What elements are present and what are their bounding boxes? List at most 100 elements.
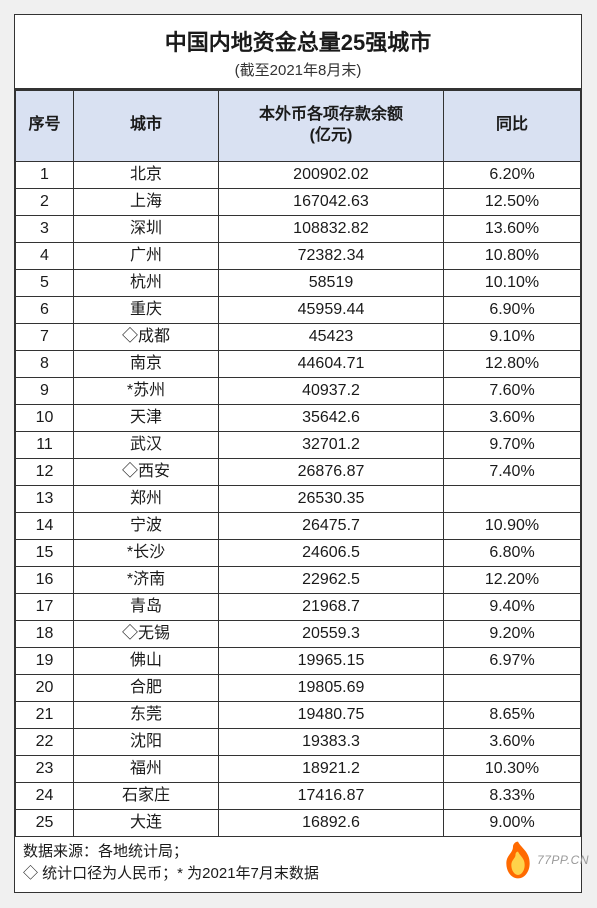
cell-yoy: 6.20% (444, 161, 581, 188)
cell-deposit: 19805.69 (219, 674, 444, 701)
cell-deposit: 18921.2 (219, 755, 444, 782)
cell-city: 深圳 (74, 215, 219, 242)
cell-rank: 1 (16, 161, 74, 188)
cell-yoy: 10.10% (444, 269, 581, 296)
table-row: 8南京44604.7112.80% (16, 350, 581, 377)
footer-notes: 数据来源：各地统计局； ◇ 统计口径为人民币；* 为2021年7月末数据 (15, 837, 581, 892)
cell-yoy: 3.60% (444, 728, 581, 755)
watermark-text: 77PP.CN (537, 853, 589, 867)
cell-city: 北京 (74, 161, 219, 188)
cell-deposit: 22962.5 (219, 566, 444, 593)
cell-deposit: 26475.7 (219, 512, 444, 539)
cell-rank: 12 (16, 458, 74, 485)
table-row: 22沈阳19383.33.60% (16, 728, 581, 755)
table-card: 中国内地资金总量25强城市 (截至2021年8月末) 序号 城市 本外币各项存款… (14, 14, 582, 893)
table-row: 17青岛21968.79.40% (16, 593, 581, 620)
cell-city: 重庆 (74, 296, 219, 323)
cell-rank: 21 (16, 701, 74, 728)
cell-yoy: 6.90% (444, 296, 581, 323)
cell-rank: 25 (16, 809, 74, 836)
table-row: 21东莞19480.758.65% (16, 701, 581, 728)
cell-yoy: 9.40% (444, 593, 581, 620)
cell-deposit: 45423 (219, 323, 444, 350)
cell-city: *苏州 (74, 377, 219, 404)
cell-deposit: 20559.3 (219, 620, 444, 647)
table-row: 20合肥19805.69 (16, 674, 581, 701)
col-header-yoy: 同比 (444, 91, 581, 162)
cell-deposit: 21968.7 (219, 593, 444, 620)
cell-deposit: 19383.3 (219, 728, 444, 755)
table-row: 1北京200902.026.20% (16, 161, 581, 188)
table-row: 24石家庄17416.878.33% (16, 782, 581, 809)
cell-city: *济南 (74, 566, 219, 593)
cell-yoy: 10.80% (444, 242, 581, 269)
flame-icon (501, 840, 535, 880)
table-row: 23福州18921.210.30% (16, 755, 581, 782)
cell-deposit: 167042.63 (219, 188, 444, 215)
cell-yoy: 9.20% (444, 620, 581, 647)
cell-yoy: 10.90% (444, 512, 581, 539)
table-row: 11武汉32701.29.70% (16, 431, 581, 458)
table-row: 7◇成都454239.10% (16, 323, 581, 350)
cell-rank: 16 (16, 566, 74, 593)
cell-deposit: 19480.75 (219, 701, 444, 728)
cell-deposit: 72382.34 (219, 242, 444, 269)
cell-deposit: 19965.15 (219, 647, 444, 674)
cell-deposit: 40937.2 (219, 377, 444, 404)
table-row: 13郑州26530.35 (16, 485, 581, 512)
page-title: 中国内地资金总量25强城市 (15, 25, 581, 57)
col-header-deposit-text: 本外币各项存款余额 (亿元) (259, 106, 403, 144)
cell-rank: 22 (16, 728, 74, 755)
cell-city: 上海 (74, 188, 219, 215)
cell-rank: 15 (16, 539, 74, 566)
cell-city: 杭州 (74, 269, 219, 296)
cell-yoy: 12.50% (444, 188, 581, 215)
table-row: 10天津35642.63.60% (16, 404, 581, 431)
col-header-rank: 序号 (16, 91, 74, 162)
table-row: 18◇无锡20559.39.20% (16, 620, 581, 647)
cell-yoy: 8.65% (444, 701, 581, 728)
cell-deposit: 26876.87 (219, 458, 444, 485)
cell-yoy: 3.60% (444, 404, 581, 431)
table-row: 6重庆45959.446.90% (16, 296, 581, 323)
col-header-city: 城市 (74, 91, 219, 162)
cell-yoy: 12.80% (444, 350, 581, 377)
cell-rank: 2 (16, 188, 74, 215)
table-row: 19佛山19965.156.97% (16, 647, 581, 674)
cell-yoy: 7.60% (444, 377, 581, 404)
cell-city: 广州 (74, 242, 219, 269)
cell-rank: 13 (16, 485, 74, 512)
cell-yoy: 9.10% (444, 323, 581, 350)
table-row: 14宁波26475.710.90% (16, 512, 581, 539)
watermark: 77PP.CN (501, 840, 589, 880)
table-row: 16*济南22962.512.20% (16, 566, 581, 593)
cell-city: 福州 (74, 755, 219, 782)
table-row: 4广州72382.3410.80% (16, 242, 581, 269)
cell-yoy: 6.97% (444, 647, 581, 674)
cell-rank: 14 (16, 512, 74, 539)
cell-rank: 10 (16, 404, 74, 431)
cell-rank: 17 (16, 593, 74, 620)
table-row: 9*苏州40937.27.60% (16, 377, 581, 404)
title-block: 中国内地资金总量25强城市 (截至2021年8月末) (15, 15, 581, 90)
cell-rank: 5 (16, 269, 74, 296)
cell-city: 郑州 (74, 485, 219, 512)
cell-yoy: 10.30% (444, 755, 581, 782)
cell-city: 石家庄 (74, 782, 219, 809)
cell-yoy: 7.40% (444, 458, 581, 485)
cell-city: 沈阳 (74, 728, 219, 755)
cell-yoy: 13.60% (444, 215, 581, 242)
cell-city: ◇成都 (74, 323, 219, 350)
cell-rank: 18 (16, 620, 74, 647)
cell-deposit: 45959.44 (219, 296, 444, 323)
footer-line-2: ◇ 统计口径为人民币；* 为2021年7月末数据 (23, 863, 573, 886)
cell-rank: 8 (16, 350, 74, 377)
page-subtitle: (截至2021年8月末) (15, 59, 581, 80)
cell-city: 东莞 (74, 701, 219, 728)
cell-city: 佛山 (74, 647, 219, 674)
cell-deposit: 44604.71 (219, 350, 444, 377)
ranking-table: 序号 城市 本外币各项存款余额 (亿元) 同比 1北京200902.026.20… (15, 90, 581, 837)
cell-city: 合肥 (74, 674, 219, 701)
cell-rank: 9 (16, 377, 74, 404)
cell-city: 大连 (74, 809, 219, 836)
